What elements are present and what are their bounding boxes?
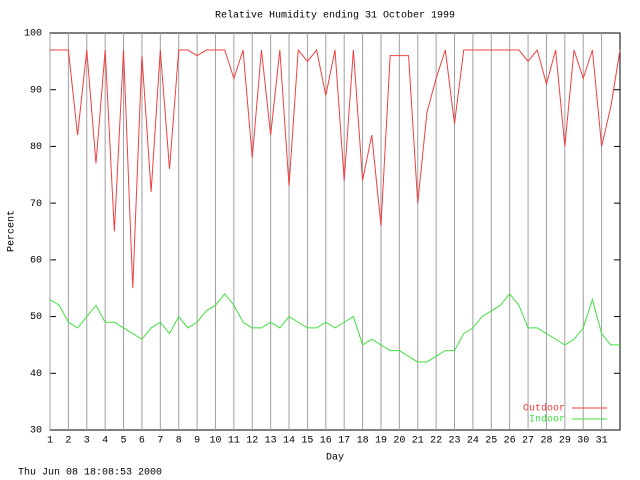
timestamp: Thu Jun 08 18:08:53 2000 xyxy=(18,467,162,479)
x-tick-label: 14 xyxy=(283,436,295,447)
y-tick-label: 50 xyxy=(30,312,42,323)
x-tick-label: 25 xyxy=(485,436,497,447)
x-tick-label: 5 xyxy=(121,436,127,447)
x-tick-label: 22 xyxy=(430,436,442,447)
x-tick-label: 30 xyxy=(577,436,589,447)
x-tick-label: 31 xyxy=(596,436,608,447)
y-tick-label: 40 xyxy=(30,369,42,380)
x-tick-label: 9 xyxy=(194,436,200,447)
y-tick-label: 60 xyxy=(30,255,42,266)
y-tick-label: 100 xyxy=(24,29,42,40)
x-tick-label: 11 xyxy=(228,436,240,447)
x-tick-label: 16 xyxy=(320,436,332,447)
x-tick-label: 7 xyxy=(157,436,163,447)
y-axis-label: Percent xyxy=(7,210,18,252)
x-tick-label: 12 xyxy=(246,436,258,447)
x-tick-label: 26 xyxy=(504,436,516,447)
x-tick-label: 6 xyxy=(139,436,145,447)
x-tick-label: 1 xyxy=(47,436,53,447)
x-tick-label: 17 xyxy=(338,436,350,447)
x-tick-label: 23 xyxy=(449,436,461,447)
y-tick-label: 30 xyxy=(30,426,42,437)
x-tick-label: 4 xyxy=(102,436,108,447)
chart-title: Relative Humidity ending 31 October 1999 xyxy=(215,10,455,22)
x-tick-label: 21 xyxy=(412,436,424,447)
y-tick-label: 90 xyxy=(30,85,42,96)
y-tick-label: 80 xyxy=(30,142,42,153)
x-tick-label: 8 xyxy=(176,436,182,447)
y-tick-label: 70 xyxy=(30,199,42,210)
x-tick-label: 29 xyxy=(559,436,571,447)
x-axis-label: Day xyxy=(326,453,344,464)
legend-label: Indoor xyxy=(529,414,565,426)
x-tick-label: 24 xyxy=(467,436,479,447)
x-tick-label: 2 xyxy=(65,436,71,447)
legend-label: Outdoor xyxy=(523,403,565,415)
x-tick-label: 18 xyxy=(357,436,369,447)
plot-frame xyxy=(49,32,621,431)
x-tick-label: 19 xyxy=(375,436,387,447)
x-tick-label: 20 xyxy=(393,436,405,447)
x-tick-label: 10 xyxy=(209,436,221,447)
x-tick-label: 3 xyxy=(84,436,90,447)
x-tick-label: 28 xyxy=(540,436,552,447)
x-tick-label: 27 xyxy=(522,436,534,447)
data-line xyxy=(50,48,621,289)
data-line xyxy=(49,293,620,363)
x-tick-label: 13 xyxy=(265,436,277,447)
x-tick-label: 15 xyxy=(301,436,313,447)
